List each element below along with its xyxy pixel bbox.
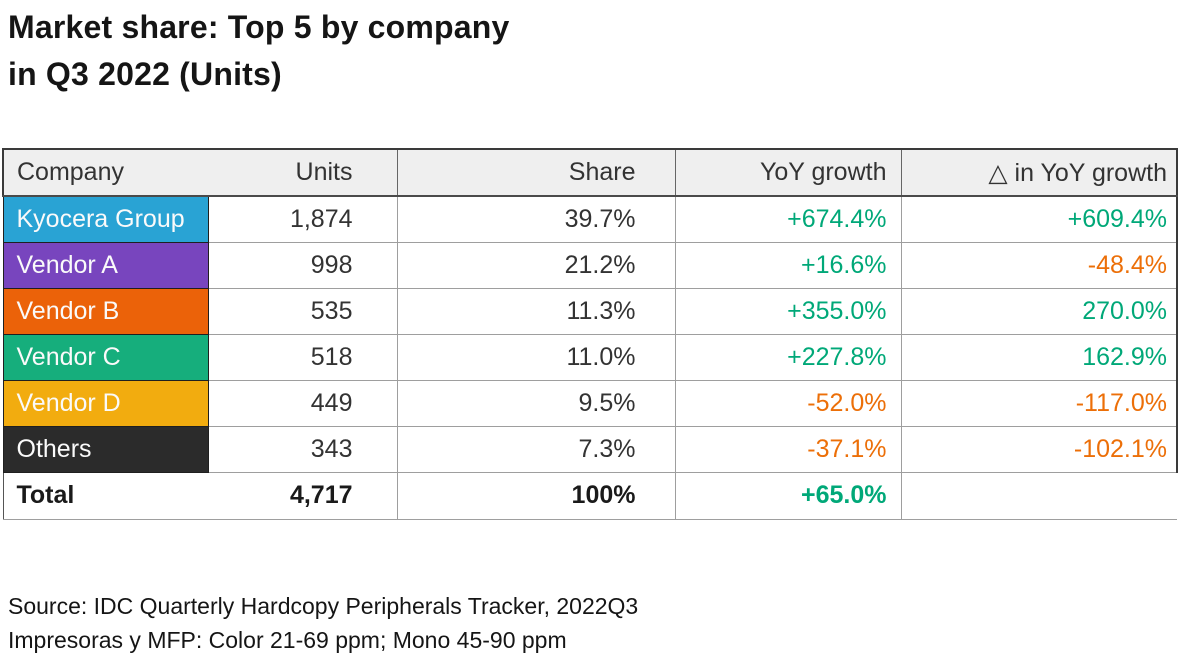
table-row: Others 343 7.3% -37.1% -102.1% [2, 425, 1178, 473]
share-cell: 9.5% [396, 380, 675, 427]
header-share: Share [397, 148, 676, 197]
units-cell: 1,874 [208, 196, 397, 243]
total-delta-cell [900, 472, 1177, 520]
share-cell: 7.3% [396, 426, 675, 473]
company-cell: Others [2, 425, 209, 473]
page-title: Market share: Top 5 by company in Q3 2022… [8, 4, 510, 98]
source-note: Source: IDC Quarterly Hardcopy Periphera… [8, 589, 638, 657]
total-share-cell: 100% [396, 472, 675, 520]
company-cell: Vendor C [2, 333, 209, 381]
table-row: Kyocera Group 1,874 39.7% +674.4% +609.4… [2, 195, 1178, 243]
header-units: Units [208, 148, 398, 197]
delta-cell: -102.1% [900, 426, 1178, 473]
delta-cell: 162.9% [900, 334, 1178, 381]
units-cell: 518 [208, 334, 397, 381]
page-title-line2: in Q3 2022 (Units) [8, 56, 282, 92]
table-row: Vendor B 535 11.3% +355.0% 270.0% [2, 287, 1178, 335]
company-cell: Vendor B [2, 287, 209, 335]
page-title-line1: Market share: Top 5 by company [8, 9, 510, 45]
yoy-cell: +227.8% [674, 334, 901, 381]
source-line1: Source: IDC Quarterly Hardcopy Periphera… [8, 593, 639, 619]
total-yoy-cell: +65.0% [674, 472, 901, 520]
company-cell: Vendor D [2, 379, 209, 427]
header-company: Company [2, 148, 208, 197]
delta-cell: 270.0% [900, 288, 1178, 335]
header-row: Company Units Share YoY growth △ in YoY … [2, 148, 1178, 197]
yoy-cell: +674.4% [674, 196, 901, 243]
delta-cell: -48.4% [900, 242, 1178, 289]
total-units-cell: 4,717 [208, 472, 397, 520]
share-cell: 21.2% [396, 242, 675, 289]
delta-cell: +609.4% [900, 196, 1178, 243]
yoy-cell: +355.0% [674, 288, 901, 335]
yoy-cell: -52.0% [674, 380, 901, 427]
yoy-cell: +16.6% [674, 242, 901, 289]
delta-cell: -117.0% [900, 380, 1178, 427]
total-row: Total 4,717 100% +65.0% [2, 472, 1177, 520]
units-cell: 998 [208, 242, 397, 289]
table-row: Vendor C 518 11.0% +227.8% 162.9% [2, 333, 1178, 381]
units-cell: 449 [208, 380, 397, 427]
share-cell: 39.7% [396, 196, 675, 243]
market-share-table: Company Units Share YoY growth △ in YoY … [2, 148, 1178, 520]
company-cell: Kyocera Group [2, 195, 209, 243]
header-delta-yoy-growth: △ in YoY growth [901, 148, 1178, 197]
share-cell: 11.0% [396, 334, 675, 381]
table-row: Vendor D 449 9.5% -52.0% -117.0% [2, 379, 1178, 427]
share-cell: 11.3% [396, 288, 675, 335]
units-cell: 535 [208, 288, 397, 335]
yoy-cell: -37.1% [674, 426, 901, 473]
units-cell: 343 [208, 426, 397, 473]
header-yoy-growth: YoY growth [675, 148, 902, 197]
company-cell: Vendor A [2, 241, 209, 289]
total-label-cell: Total [2, 472, 208, 520]
source-line2: Impresoras y MFP: Color 21-69 ppm; Mono … [8, 627, 567, 653]
table-row: Vendor A 998 21.2% +16.6% -48.4% [2, 241, 1178, 289]
